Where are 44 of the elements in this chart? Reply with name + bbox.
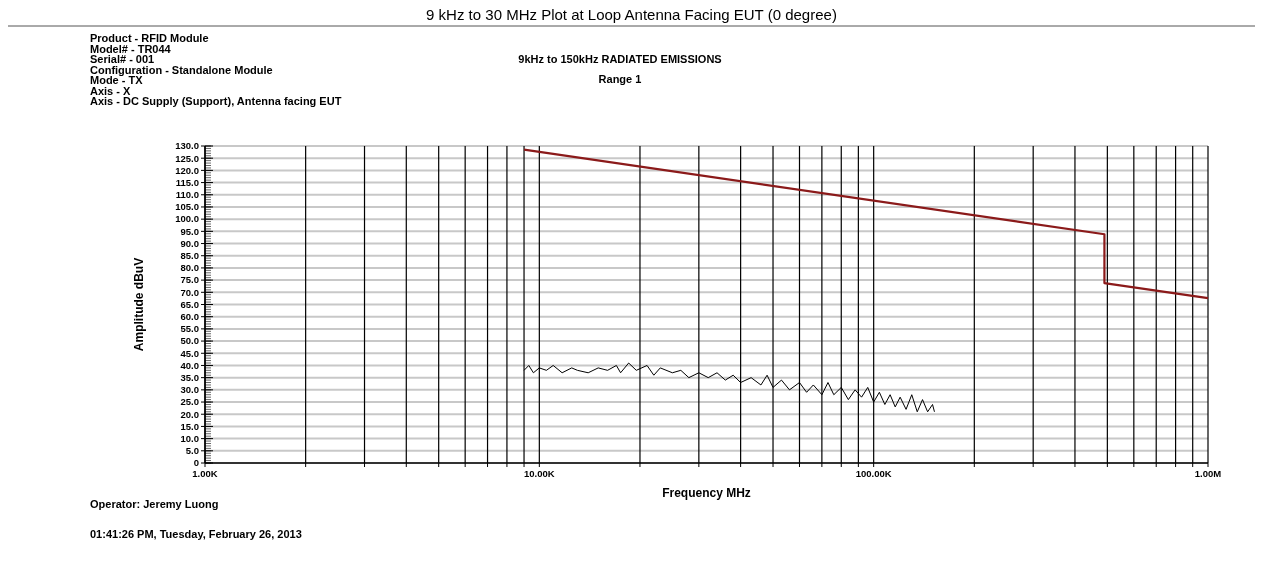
y-tick-label: 120.0 [175, 164, 199, 176]
text: Axis - DC Supply (Support), Antenna facing EUT [90, 95, 342, 107]
text: Axis - X [90, 84, 132, 97]
text: Serial# - 001 [90, 53, 155, 65]
y-tick-label: 85.0 [180, 250, 199, 262]
y-tick-label: 30.0 [180, 384, 199, 396]
text: Operator: Jeremy Luong [90, 498, 219, 510]
y-tick-label: 95.0 [180, 225, 199, 237]
y-tick-label: 65.0 [180, 298, 199, 310]
x-tick-label: 1.00M [1194, 468, 1222, 479]
y-tick-label: 35.0 [180, 371, 199, 383]
y-tick-label: 0 [193, 457, 199, 469]
y-tick-label: 60.0 [180, 311, 199, 323]
text: Model# - TR044 [90, 42, 172, 55]
x-tick-label: 100.00K [855, 468, 892, 479]
y-tick-label: 75.0 [180, 274, 199, 286]
y-tick-label: 40.0 [180, 359, 199, 371]
y-tick-label: 115.0 [175, 176, 199, 188]
x-tick-label: 10.00K [524, 468, 555, 479]
y-axis-title: Amplitude dBuV [132, 257, 146, 352]
text: Configuration - Standalone Module [90, 63, 273, 76]
y-tick-label: 50.0 [180, 335, 199, 347]
y-tick-label: 25.0 [180, 396, 199, 408]
chart-subtitle: 9kHz to 150kHz RADIATED EMISSIONS [518, 53, 722, 65]
y-tick-label: 15.0 [180, 420, 199, 432]
y-tick-label: 45.0 [180, 347, 199, 359]
y-tick-label: 100.0 [175, 213, 199, 225]
x-axis-title: Frequency MHz [662, 486, 751, 500]
chart-title: 9 kHz to 30 MHz Plot at Loop Antenna Facing EUT (0 degree) [426, 6, 837, 23]
y-tick-label: 70.0 [180, 286, 199, 298]
y-tick-label: 20.0 [180, 408, 199, 420]
y-tick-label: 90.0 [180, 237, 199, 249]
y-tick-label: 55.0 [180, 323, 199, 335]
y-tick-label: 80.0 [180, 262, 199, 274]
y-tick-label: 125.0 [175, 152, 199, 164]
y-tick-label: 105.0 [175, 201, 199, 213]
y-tick-label: 5.0 [185, 445, 199, 457]
y-tick-label: 10.0 [180, 432, 199, 444]
y-tick-label: 110.0 [175, 189, 199, 201]
text: Product - RFID Module [90, 32, 209, 44]
text: Range 1 [598, 73, 642, 85]
y-tick-label: 130.0 [175, 140, 199, 152]
x-tick-label: 1.00K [192, 468, 218, 479]
text: 01:41:26 PM, Tuesday, February 26, 2013 [90, 528, 302, 540]
